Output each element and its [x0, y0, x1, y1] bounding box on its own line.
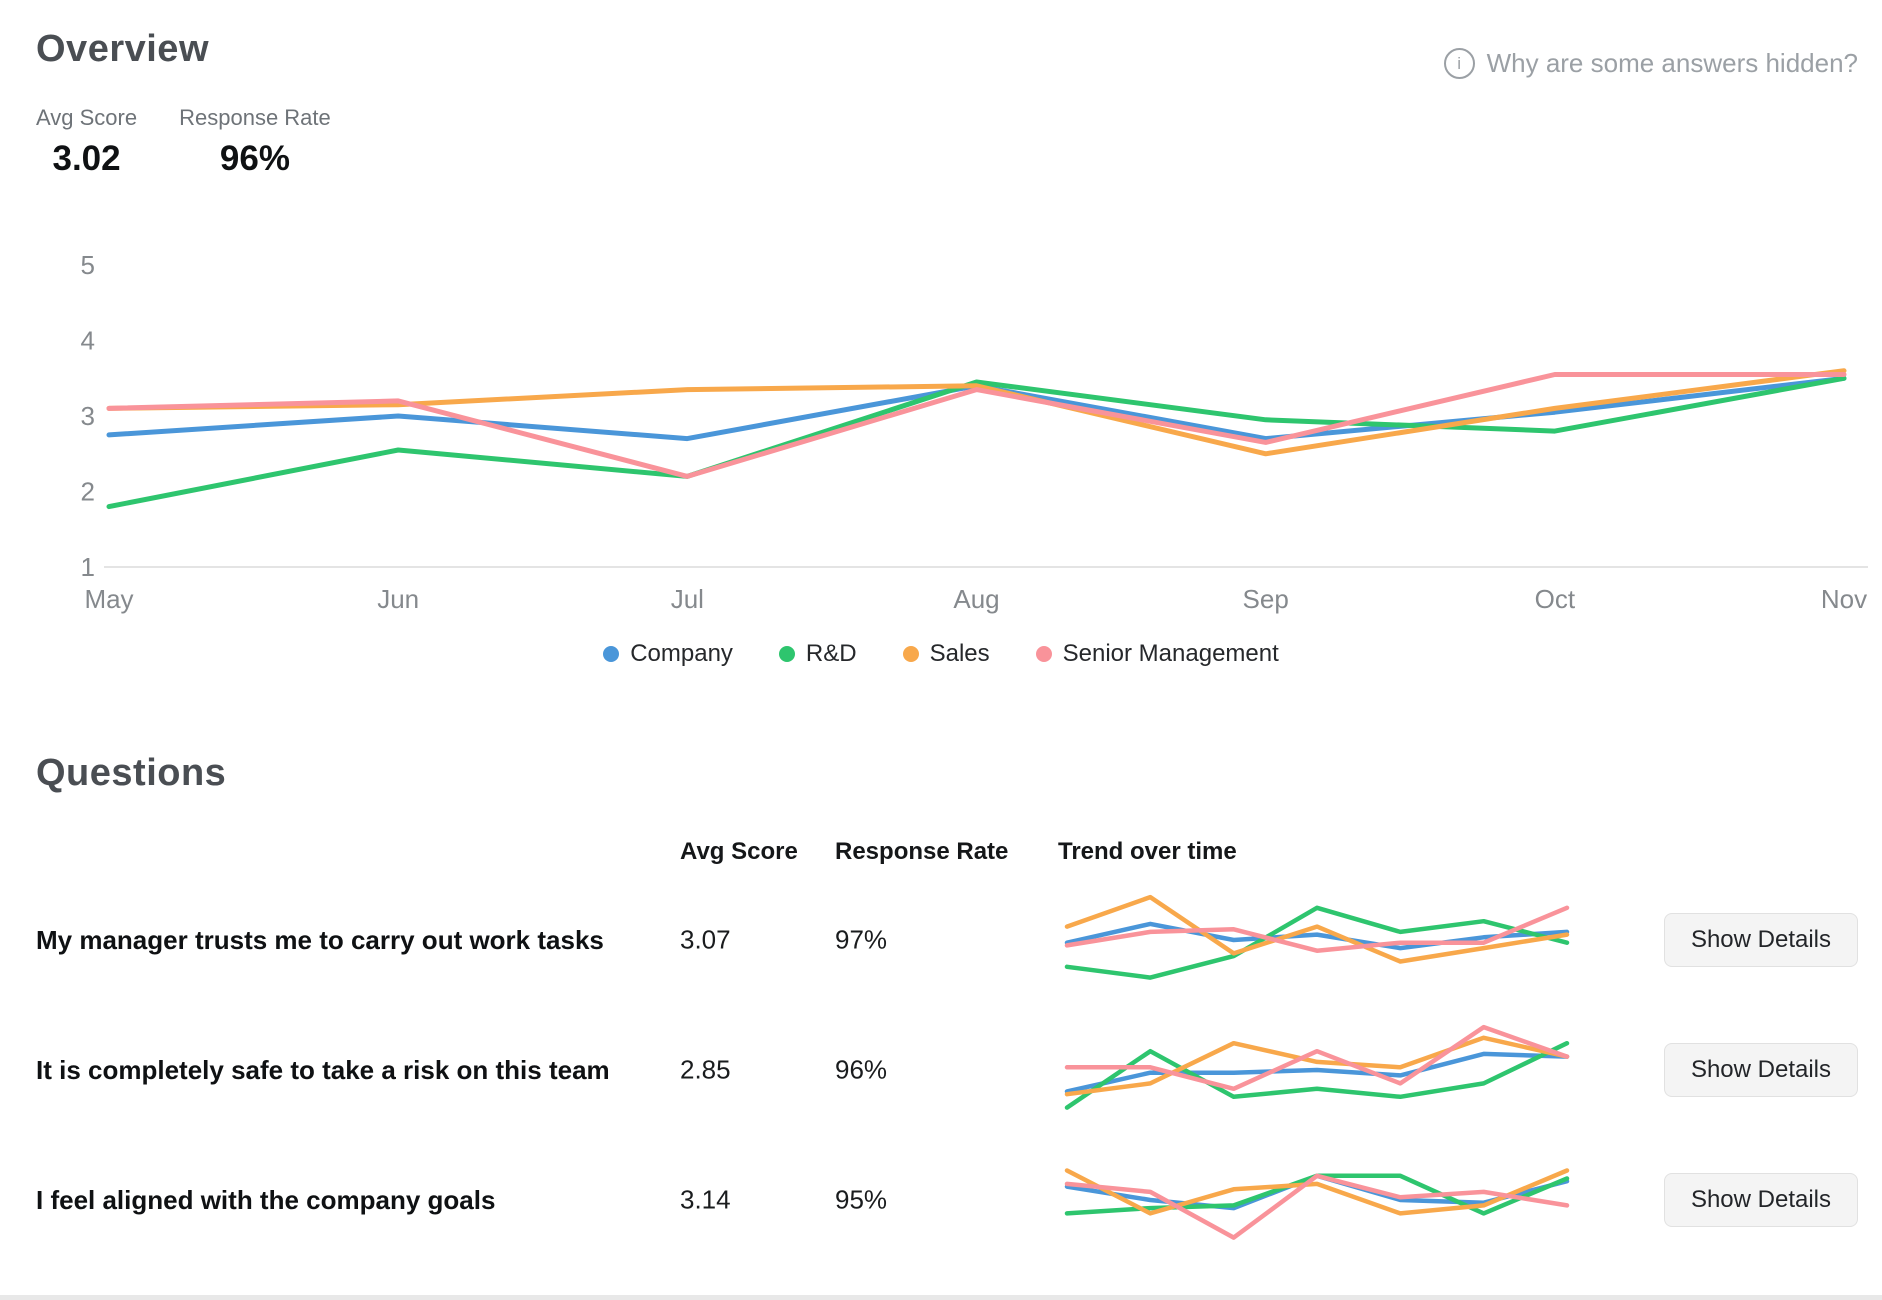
- y-tick-label: 3: [81, 401, 95, 431]
- x-tick-label: Aug: [953, 584, 999, 614]
- column-header-trend: Trend over time: [1058, 838, 1237, 865]
- question-response-rate: 97%: [835, 924, 888, 955]
- x-tick-label: Jul: [671, 584, 704, 614]
- sparkline-sales: [1064, 1035, 1570, 1097]
- sparkline-senior-management: [1064, 1024, 1570, 1092]
- question-response-rate: 95%: [835, 1184, 888, 1215]
- response-rate-label: Response Rate: [179, 105, 331, 130]
- question-text: I feel aligned with the company goals: [36, 1184, 496, 1215]
- info-icon: i: [1443, 48, 1475, 79]
- legend-item-senior-management[interactable]: Senior Management: [1035, 640, 1279, 668]
- question-row: My manager trusts me to carry out work t…: [0, 875, 1882, 1005]
- question-row: It is completely safe to take a risk on …: [0, 1005, 1882, 1135]
- question-trend-sparkline: [1064, 1168, 1570, 1240]
- x-tick-label: May: [84, 584, 133, 614]
- legend-item-sales[interactable]: Sales: [902, 640, 990, 668]
- y-tick-label: 2: [81, 477, 95, 507]
- summary-metrics: Avg Score 3.02 Response Rate 96%: [36, 105, 331, 179]
- sparkline-senior-management: [1064, 1173, 1570, 1240]
- question-trend-sparkline: [1064, 1024, 1570, 1110]
- y-tick-label: 5: [81, 250, 95, 280]
- column-header-response-rate: Response Rate: [835, 838, 1009, 865]
- questions-table-header: Avg Score Response Rate Trend over time: [0, 838, 1882, 868]
- x-tick-label: Sep: [1243, 584, 1289, 614]
- avg-score-label: Avg Score: [36, 105, 138, 130]
- sparkline-rnd: [1064, 905, 1570, 980]
- sparkline-rnd: [1064, 1040, 1570, 1110]
- avg-score-value: 3.02: [52, 139, 121, 178]
- question-avg-score: 3.14: [680, 1184, 731, 1215]
- legend-item-rnd[interactable]: R&D: [778, 640, 857, 668]
- question-avg-score: 3.07: [680, 924, 731, 955]
- response-rate-value: 96%: [219, 139, 290, 178]
- page-title: Overview: [36, 28, 209, 70]
- question-text: It is completely safe to take a risk on …: [36, 1054, 610, 1085]
- sparkline-sales: [1064, 1168, 1570, 1216]
- series-line-sales: [106, 368, 1847, 457]
- chart-legend: Company R&D Sales Senior Management: [0, 640, 1882, 668]
- legend-dot-company: [603, 646, 620, 662]
- show-details-button[interactable]: Show Details: [1663, 1173, 1858, 1227]
- y-axis-ticks: 5 4 3 2 1: [81, 250, 95, 582]
- question-response-rate: 96%: [835, 1054, 888, 1085]
- sparkline-company: [1064, 1051, 1570, 1094]
- help-link-label: Why are some answers hidden?: [1486, 48, 1858, 78]
- y-tick-label: 4: [81, 326, 95, 356]
- bottom-divider: [0, 1295, 1882, 1300]
- question-trend-sparkline: [1064, 894, 1570, 980]
- legend-dot-senior-management: [1035, 646, 1052, 662]
- x-tick-label: Jun: [377, 584, 419, 614]
- response-rate-metric: Response Rate 96%: [179, 105, 331, 179]
- sparkline-senior-management: [1064, 905, 1570, 953]
- series-line-rnd: [106, 375, 1847, 510]
- legend-item-company[interactable]: Company: [603, 640, 733, 668]
- sparkline-sales: [1064, 894, 1570, 964]
- legend-label-company: Company: [630, 640, 733, 667]
- column-header-avg-score: Avg Score: [680, 838, 798, 865]
- legend-label-sales: Sales: [929, 640, 990, 667]
- help-link[interactable]: i Why are some answers hidden?: [1443, 48, 1858, 79]
- avg-score-metric: Avg Score 3.02: [36, 105, 137, 179]
- questions-title: Questions: [36, 752, 227, 794]
- show-details-button[interactable]: Show Details: [1663, 913, 1858, 967]
- question-avg-score: 2.85: [680, 1054, 731, 1085]
- legend-dot-sales: [902, 646, 919, 662]
- show-details-button[interactable]: Show Details: [1663, 1043, 1858, 1097]
- legend-label-senior-management: Senior Management: [1062, 640, 1279, 667]
- x-axis-labels: May Jun Jul Aug Sep Oct Nov: [84, 584, 1867, 614]
- y-tick-label: 1: [81, 552, 95, 582]
- legend-label-rnd: R&D: [805, 640, 857, 667]
- question-row: I feel aligned with the company goals 3.…: [0, 1135, 1882, 1265]
- legend-dot-rnd: [778, 646, 795, 662]
- question-text: My manager trusts me to carry out work t…: [36, 924, 604, 955]
- x-tick-label: Nov: [1821, 584, 1867, 614]
- series-line-senior-management: [106, 372, 1847, 479]
- x-tick-label: Oct: [1535, 584, 1576, 614]
- sparkline-company: [1064, 921, 1570, 951]
